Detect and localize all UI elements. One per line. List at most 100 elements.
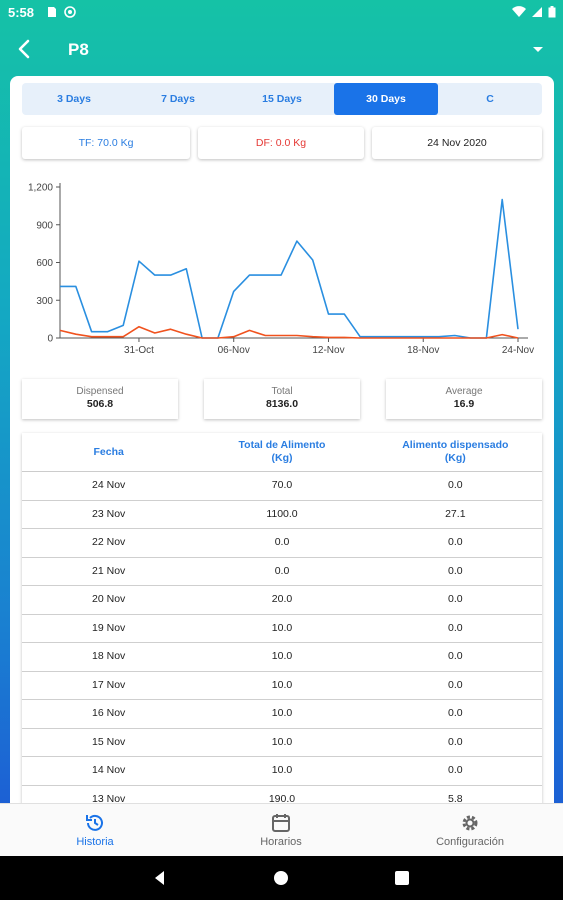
tab-custom[interactable]: C — [486, 93, 494, 105]
cell-date: 19 Nov — [92, 621, 126, 634]
table-header: Fecha Total de Alimento (Kg) Alimento di… — [22, 433, 542, 472]
nav-home-icon[interactable] — [273, 870, 289, 886]
cell-total: 10.0 — [271, 764, 293, 776]
y-tick-label: 900 — [36, 220, 53, 231]
x-tick-label: 06-Nov — [218, 345, 250, 356]
cell-date: 16 Nov — [92, 707, 126, 719]
cell-date: 14 Nov — [92, 764, 126, 776]
cell-dispensed: 0.0 — [448, 564, 463, 577]
table-row: 16 Nov 10.0 0.0 — [22, 700, 542, 729]
y-tick-label: 0 — [47, 334, 53, 345]
stat-total: Total 8136.0 — [204, 379, 360, 419]
date-picker-box[interactable]: 24 Nov 2020 — [372, 127, 542, 159]
column-header-total: Total de Alimento (Kg) — [238, 439, 326, 464]
cell-total: 10.0 — [271, 650, 293, 662]
stat-label: Total — [271, 386, 293, 397]
cell-dispensed: 0.0 — [448, 707, 463, 719]
table-row: 14 Nov 10.0 0.0 — [22, 757, 542, 786]
table-row: 18 Nov 10.0 0.0 — [22, 643, 542, 672]
cell-total: 10.0 — [271, 735, 293, 748]
wifi-icon — [512, 6, 526, 18]
series-total-line — [60, 198, 519, 339]
y-tick-label: 600 — [36, 258, 53, 269]
stat-average: Average 16.9 — [386, 379, 542, 419]
cell-dispensed: 0.0 — [448, 479, 463, 491]
column-header-date: Fecha — [93, 445, 124, 458]
stat-value: 16.9 — [453, 398, 475, 410]
sim-card-icon — [48, 7, 56, 17]
table-row: 22 Nov 0.0 0.0 — [22, 529, 542, 558]
stat-dispensed: Dispensed 506.8 — [22, 379, 178, 419]
history-icon — [86, 814, 103, 831]
cell-date: 23 Nov — [92, 507, 126, 520]
cell-dispensed: 0.0 — [448, 678, 463, 691]
table-row: 20 Nov 20.0 0.0 — [22, 586, 542, 615]
notification-icon — [64, 6, 76, 18]
x-tick-label: 24-Nov — [502, 345, 534, 356]
cell-dispensed: 0.0 — [448, 764, 463, 776]
cell-dispensed: 0.0 — [448, 621, 463, 634]
status-time: 5:58 — [8, 5, 35, 20]
tab-30-days[interactable]: 30 Days — [334, 83, 438, 115]
app-bar: P8 — [0, 24, 563, 76]
cell-date: 20 Nov — [92, 593, 126, 605]
cell-total: 10.0 — [271, 707, 293, 719]
table-body: 24 Nov 70.0 0.0 23 Nov 1100.0 27.1 22 Nov 0.0 0.… — [22, 472, 542, 814]
calendar-icon — [272, 814, 290, 832]
x-tick-label: 18-Nov — [407, 345, 439, 356]
cell-total: 20.0 — [271, 593, 293, 605]
signal-icon — [532, 7, 542, 17]
cell-dispensed: 27.1 — [445, 507, 466, 520]
history-table: Fecha Total de Alimento (Kg) Alimento di… — [22, 433, 542, 814]
stat-label: Dispensed — [76, 386, 124, 397]
cell-dispensed: 0.0 — [448, 536, 463, 548]
y-tick-label: 1,200 — [28, 183, 53, 194]
cell-total: 1100.0 — [266, 507, 298, 520]
cell-total: 0.0 — [274, 536, 290, 548]
cell-dispensed: 0.0 — [448, 735, 463, 748]
cell-dispensed: 0.0 — [448, 593, 463, 605]
nav-configuracion[interactable]: Configuración — [420, 804, 520, 857]
cell-date: 18 Nov — [92, 650, 126, 662]
y-tick-label: 300 — [36, 296, 53, 307]
cell-date: 24 Nov — [92, 479, 126, 491]
cell-total: 190.0 — [268, 792, 296, 805]
bottom-navigation: Historia Horarios Configuración — [0, 803, 563, 857]
cell-date: 15 Nov — [92, 735, 126, 748]
status-bar: 5:58 — [0, 0, 563, 24]
table-row: 23 Nov 1100.0 27.1 — [22, 501, 542, 529]
nav-recents-icon[interactable] — [394, 870, 410, 886]
tab-3-days[interactable]: 3 Days — [57, 93, 91, 105]
feed-history-chart: 0 300 600 900 1,200 31-Oct 06-Nov 12-Nov 18-Nov 2… — [28, 183, 534, 357]
x-tick-label: 12-Nov — [312, 345, 344, 356]
table-row: 24 Nov 70.0 0.0 — [22, 472, 542, 501]
nav-horarios[interactable]: Horarios — [236, 804, 326, 857]
nav-historia[interactable]: Historia — [50, 804, 140, 857]
tab-7-days[interactable]: 7 Days — [161, 93, 195, 105]
nav-back-icon[interactable] — [152, 870, 168, 886]
table-row: 19 Nov 10.0 0.0 — [22, 615, 542, 643]
cell-total: 0.0 — [274, 564, 290, 577]
range-tabs: 3 Days 7 Days 15 Days 30 Days C — [22, 83, 542, 115]
cell-date: 22 Nov — [92, 536, 126, 548]
stat-value: 8136.0 — [265, 398, 299, 410]
cell-date: 21 Nov — [92, 564, 126, 577]
back-arrow-icon[interactable] — [12, 36, 38, 62]
cell-dispensed: 5.8 — [448, 792, 463, 805]
battery-icon — [548, 6, 556, 18]
x-tick-label: 31-Oct — [124, 345, 154, 356]
cell-total: 10.0 — [271, 678, 293, 691]
cell-date: 17 Nov — [92, 678, 126, 691]
table-row: 15 Nov 10.0 0.0 — [22, 729, 542, 757]
cell-dispensed: 0.0 — [448, 650, 463, 662]
stat-label: Average — [445, 386, 483, 397]
nav-label: Historia — [76, 836, 114, 848]
column-header-dispensed: Alimento dispensado (Kg) — [402, 439, 509, 464]
cell-date: 13 Nov — [92, 792, 126, 805]
cell-total: 70.0 — [271, 479, 293, 491]
tab-15-days[interactable]: 15 Days — [262, 93, 302, 105]
dropdown-arrow-icon[interactable] — [531, 42, 545, 56]
table-row: 17 Nov 10.0 0.0 — [22, 672, 542, 700]
system-navigation-bar — [0, 856, 563, 900]
series-dispensed-line — [59, 325, 519, 339]
